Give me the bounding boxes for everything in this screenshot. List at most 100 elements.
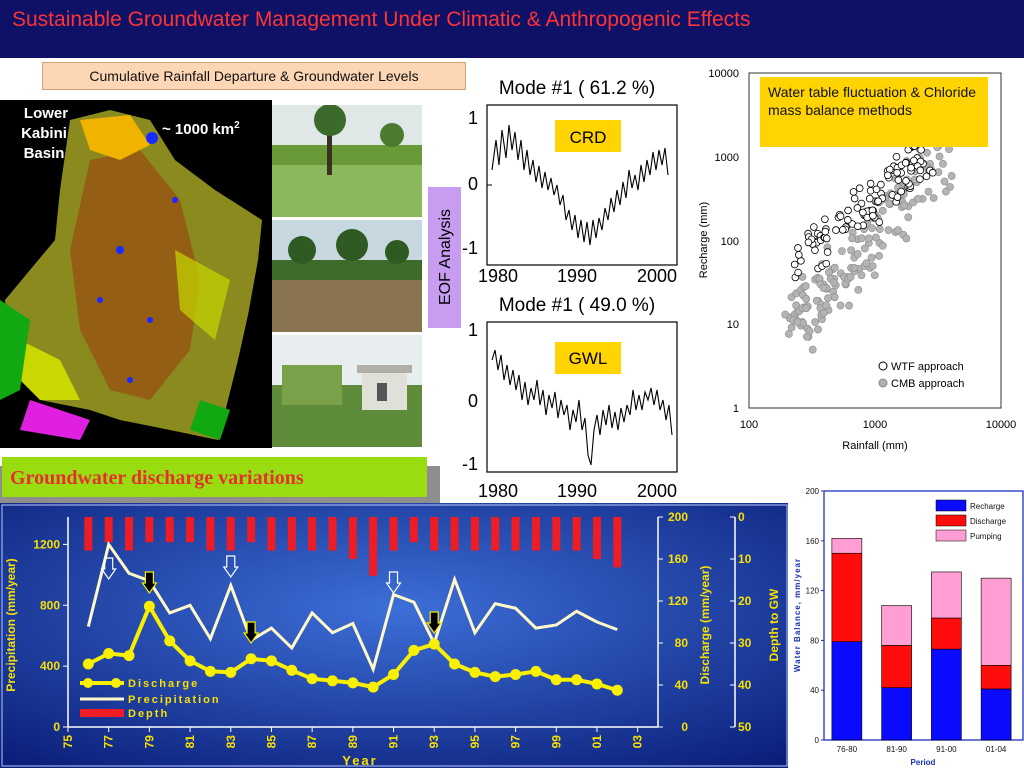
year-tick-label: 79 <box>142 735 156 749</box>
cmb-point <box>802 295 811 303</box>
cmb-point <box>801 282 810 290</box>
discharge-point <box>103 648 115 659</box>
discharge-peak-arrow-icon <box>426 611 443 635</box>
wtf-point <box>874 197 882 206</box>
balance-xticks: 76-80 81-90 91-00 01-04 <box>837 745 1007 754</box>
legend-wtf-marker <box>878 361 888 371</box>
water-balance-chart: 200 160 120 80 40 0 76-80 81-90 91-00 01-04 Wate… <box>788 485 1024 768</box>
eof-top-xtick: 1980 <box>478 266 518 286</box>
scatter-xtick: 10000 <box>986 419 1017 431</box>
discharge-point <box>143 600 155 612</box>
balance-ytick-label: 0 <box>815 736 820 745</box>
scatter-xlabel: Rainfall (mm) <box>842 440 907 452</box>
cmb-point <box>853 250 862 258</box>
cmb-point <box>913 194 922 203</box>
wtf-point <box>901 159 910 167</box>
discharge-tick-label: 40 <box>675 678 689 692</box>
balance-yticks: 200 160 120 80 40 0 <box>806 487 824 745</box>
discharge-tick-label: 160 <box>668 552 688 566</box>
depth-bar <box>125 517 134 551</box>
discharge-point <box>82 658 94 670</box>
cmb-point <box>802 304 811 313</box>
depth-bar <box>409 517 418 543</box>
wtf-point <box>894 176 903 184</box>
balance-bar-discharge <box>881 645 912 689</box>
title-bar <box>0 0 1024 58</box>
wtf-point <box>838 226 847 234</box>
cmb-point <box>867 253 876 262</box>
balance-ytick-label: 80 <box>810 636 819 645</box>
wtf-point <box>872 185 881 194</box>
depth-bar <box>206 517 215 551</box>
legend-pumping-swatch <box>935 529 967 542</box>
balance-bar-discharge <box>831 552 863 642</box>
year-tick-label: 99 <box>549 735 563 749</box>
legend-discharge-label: Discharge <box>128 678 199 690</box>
discharge-point <box>388 669 400 680</box>
year-tick-label: 95 <box>468 735 482 749</box>
depth-bars <box>84 517 622 576</box>
cmb-point <box>902 234 911 243</box>
gwl-box <box>555 342 621 374</box>
legend-depth-label: Depth <box>128 708 169 720</box>
eof-analysis-label: EOF Analysis <box>437 209 454 305</box>
year-tick-label: 91 <box>387 735 401 749</box>
wtf-point <box>865 194 874 203</box>
legend-precip-label: Precipitation <box>128 694 221 706</box>
depth-bar <box>84 517 93 551</box>
year-tick-label: 75 <box>61 735 75 749</box>
balance-xlabel: Period <box>911 758 936 767</box>
precip-peak-arrow-icon <box>100 557 117 581</box>
recharge-note: Water table fluctuation & Chloride mass … <box>760 77 988 147</box>
cmb-point <box>781 310 790 319</box>
wtf-point <box>877 180 885 189</box>
balance-bar-pumping <box>831 538 863 554</box>
scatter-xtick: 100 <box>740 419 758 431</box>
balance-bar-discharge <box>931 617 962 650</box>
wtf-point <box>821 227 830 236</box>
discharge-point <box>326 675 338 687</box>
precip-tick-label: 0 <box>53 720 60 734</box>
depth-bar <box>328 517 337 551</box>
discharge-point <box>306 673 318 685</box>
crd-box <box>555 120 621 152</box>
cmb-point <box>847 246 856 255</box>
crd-series-line <box>491 124 669 246</box>
discharge-point <box>550 674 562 686</box>
wtf-point <box>849 188 858 196</box>
discharge-points <box>82 600 623 696</box>
precip-peak-arrow-icon <box>222 555 239 579</box>
depth-bar <box>104 517 113 543</box>
depth-bar <box>470 517 479 551</box>
depth-bar <box>389 517 398 551</box>
cmb-point <box>808 345 817 354</box>
map-label-lower: Lower <box>24 105 68 122</box>
depth-tick-label: 0 <box>738 510 745 524</box>
crd-box-label: CRD <box>570 128 607 147</box>
cmb-point <box>787 323 796 332</box>
cmb-point <box>838 247 846 256</box>
map-label-kabini: Kabini <box>21 125 67 142</box>
wtf-point <box>823 248 832 256</box>
balance-xtick-label: 01-04 <box>986 745 1007 754</box>
year-tick-label: 01 <box>590 735 604 749</box>
balance-bar-recharge <box>831 641 863 741</box>
cmb-point <box>830 263 839 272</box>
slide-title: Sustainable Groundwater Management Under… <box>12 8 751 31</box>
cmb-point <box>947 172 956 180</box>
wtf-point <box>917 146 925 154</box>
depth-bar <box>287 517 296 551</box>
cmb-point <box>924 187 933 196</box>
balance-bar-pumping <box>881 605 912 646</box>
discharge-point <box>225 666 237 678</box>
depth-bar <box>145 517 154 543</box>
legend-cmb-label: CMB approach <box>891 378 964 390</box>
year-tick-label: 03 <box>631 735 645 749</box>
discharge-tick-label: 80 <box>675 636 689 650</box>
wtf-point <box>850 194 859 203</box>
wtf-point <box>811 246 819 255</box>
eof-top-ytick: 1 <box>468 108 478 128</box>
cmb-point <box>819 284 828 292</box>
eof-bottom-ytick: -1 <box>462 454 478 474</box>
eof-top-xtick: 1990 <box>557 266 597 286</box>
